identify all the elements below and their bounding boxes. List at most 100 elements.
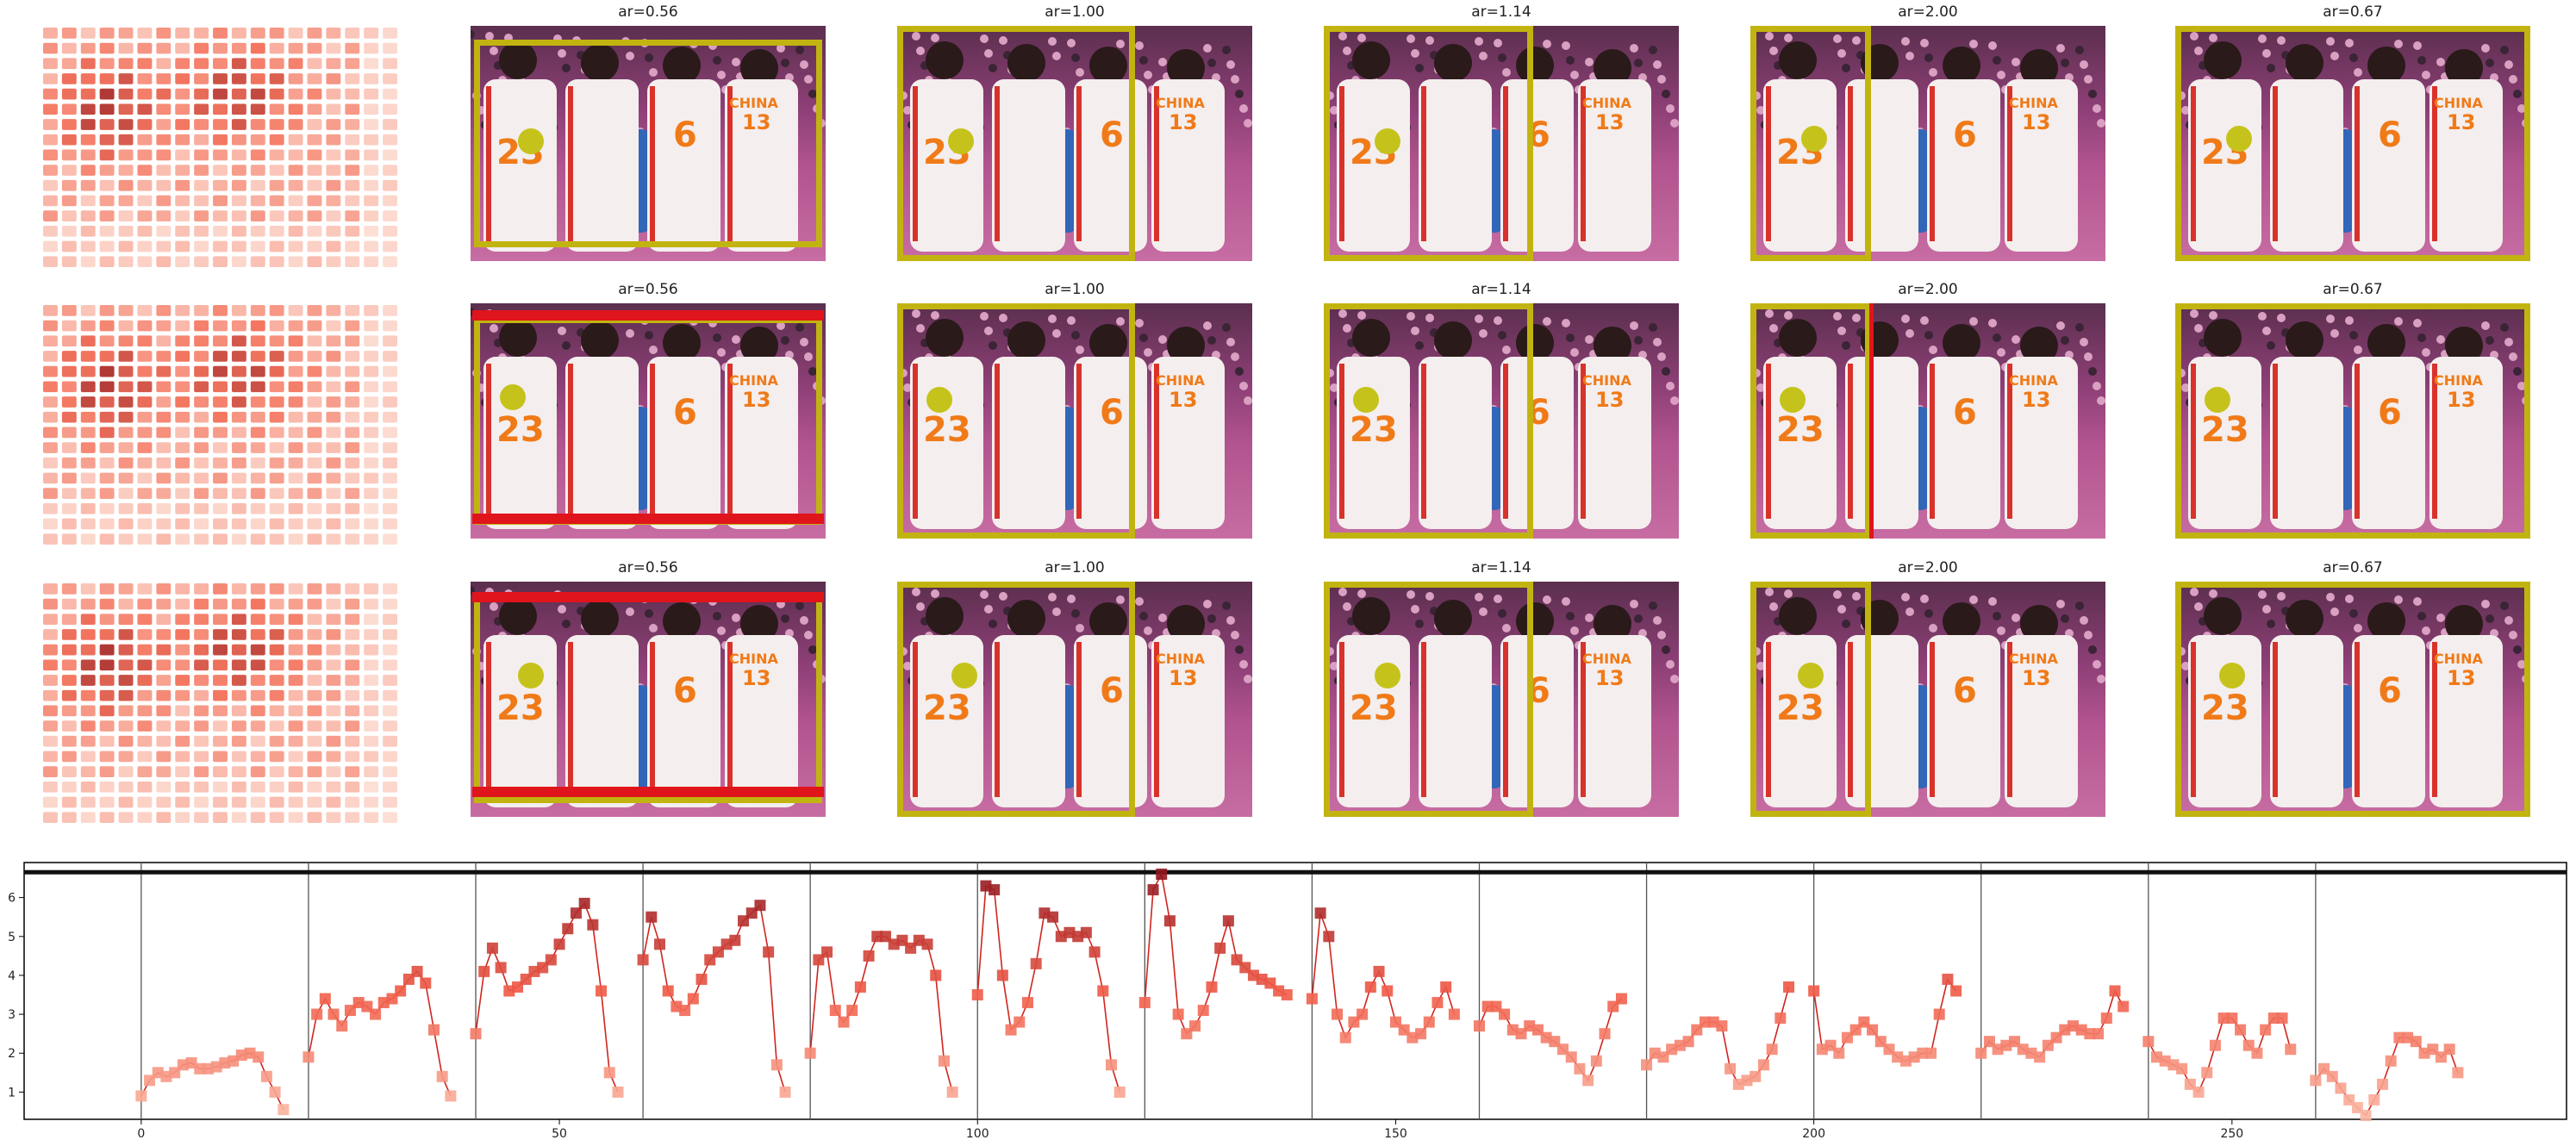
heatmap-cell [61, 58, 77, 70]
heatmap-cell [250, 335, 265, 347]
heatmap-cell [118, 320, 134, 332]
heatmap-cell [345, 396, 360, 408]
heatmap-cell [99, 119, 115, 130]
heatmap-cell [269, 675, 284, 686]
heatmap-cell [307, 165, 322, 176]
heatmap-cell [383, 210, 397, 221]
score-marker [1531, 1024, 1544, 1036]
crop-box [2175, 26, 2530, 261]
heatmap-cell [99, 179, 115, 191]
heatmap-cell [383, 195, 397, 207]
heatmap-cell [137, 533, 153, 545]
heatmap-cell [80, 705, 96, 717]
heatmap-cell [269, 812, 284, 823]
heatmap-cell [231, 225, 246, 237]
heatmap-cell [288, 518, 303, 530]
heatmap-cell [99, 103, 115, 115]
heatmap-cell [231, 335, 246, 347]
score-marker [2217, 1012, 2230, 1025]
heatmap-cell [80, 411, 96, 423]
heatmap-cell [61, 796, 77, 808]
heatmap-cell [288, 73, 303, 84]
heatmap-cell [80, 42, 96, 54]
heatmap-cell [269, 73, 284, 84]
heatmap-cell [61, 42, 77, 54]
heatmap-cell [326, 305, 341, 316]
heatmap-cell [345, 411, 360, 423]
heatmap-cell [288, 195, 303, 207]
jersey-country: CHINA [729, 651, 778, 667]
score-marker [1156, 869, 1168, 881]
heatmap-cell [61, 88, 77, 100]
heatmap-cell [99, 256, 115, 267]
panel-title: ar=0.67 [2323, 3, 2383, 21]
heatmap-cell [61, 381, 77, 393]
heatmap-cell [43, 396, 58, 408]
heatmap-cell [118, 533, 134, 545]
heatmap-cell [269, 179, 284, 191]
heatmap-cell [288, 766, 303, 777]
heatmap-cell [156, 179, 172, 191]
heatmap-cell [80, 735, 96, 747]
jersey-number_a: 23 [1776, 688, 1824, 728]
heatmap-cell [194, 73, 209, 84]
heatmap-cell [80, 179, 96, 191]
heatmap-cell [137, 225, 153, 237]
heatmap-cell [118, 614, 134, 626]
heatmap-cell [194, 305, 209, 316]
heatmap-cell [99, 457, 115, 469]
score-marker [160, 1070, 172, 1082]
heatmap-cell [137, 381, 153, 393]
heatmap-cell [383, 58, 397, 70]
heatmap-cell [364, 225, 379, 237]
heatmap-cell [288, 411, 303, 423]
score-marker [135, 1090, 147, 1102]
panel-title: ar=1.00 [1045, 3, 1105, 21]
heatmap-cell [61, 766, 77, 777]
heatmap-cell [99, 598, 115, 610]
score-marker [1816, 1043, 1828, 1056]
heatmap-cell [326, 720, 341, 732]
heatmap-cell [80, 629, 96, 640]
score-marker [1005, 1024, 1017, 1036]
crop-boundary-bar [472, 787, 824, 797]
heatmap-cell [43, 411, 58, 423]
heatmap-cell [288, 675, 303, 686]
jersey-number_b: 6 [1953, 393, 1977, 433]
score-marker [1590, 1055, 1602, 1067]
heatmap-cell [269, 396, 284, 408]
heatmap-cell [383, 766, 397, 777]
score-marker [1339, 1031, 1351, 1043]
heatmap-cell [364, 134, 379, 146]
heatmap-cell [43, 88, 58, 100]
heatmap-cell [307, 256, 322, 267]
jersey-country: CHINA [2434, 372, 2483, 389]
heatmap-cell [269, 644, 284, 656]
score-marker [838, 1016, 850, 1028]
heatmap-cell [383, 751, 397, 763]
score-marker [411, 965, 423, 977]
score-marker [2151, 1051, 2163, 1063]
heatmap-cell [364, 812, 379, 823]
jersey-number_b: 6 [2378, 671, 2402, 711]
heatmap-cell [80, 103, 96, 115]
heatmap-cell [326, 381, 341, 393]
heatmap-cell [364, 165, 379, 176]
heatmap-cell [80, 365, 96, 377]
heatmap-cell [345, 365, 360, 377]
heatmap-cell [213, 689, 228, 701]
heatmap-cell [43, 766, 58, 777]
x-tick-label: 250 [2220, 1127, 2243, 1140]
heatmap-cell [269, 472, 284, 484]
heatmap-cell [118, 735, 134, 747]
heatmap-cell [194, 533, 209, 545]
heatmap-cell [383, 735, 397, 747]
heatmap-cell [61, 583, 77, 595]
score-marker [311, 1008, 323, 1020]
heatmap-cell [364, 427, 379, 439]
heatmap-cell [213, 675, 228, 686]
heatmap-cell [213, 335, 228, 347]
panel-title: ar=0.56 [618, 3, 678, 21]
heatmap-cell [43, 381, 58, 393]
